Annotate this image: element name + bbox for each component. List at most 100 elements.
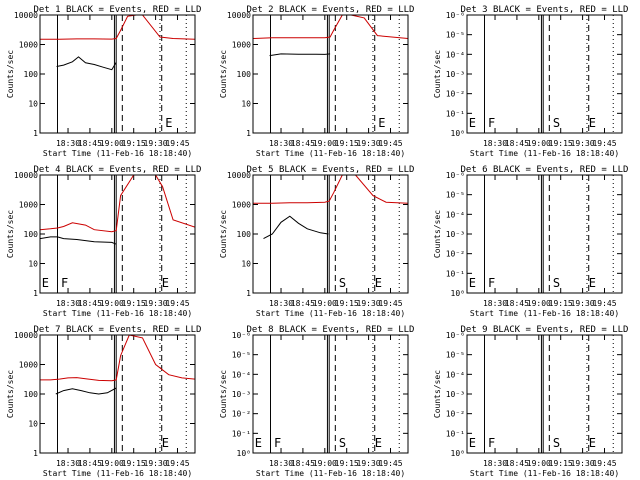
x-tick-label: 19:00 [527, 299, 551, 308]
event-letter: S [339, 436, 346, 450]
x-tick-label: 19:45 [592, 459, 616, 468]
plot-frame [466, 14, 623, 134]
x-tick-label: 19:15 [549, 459, 573, 468]
panel-det-8: Det 8 BLACK = Events, RED = LLD 10⁰ 10⁻¹ 10… [219, 325, 414, 478]
event-letter: F [274, 436, 281, 450]
x-tick-label: 19:15 [335, 299, 359, 308]
y-tick-label: 1 [246, 129, 251, 138]
event-letter: E [375, 436, 382, 450]
event-letter: E [42, 276, 49, 290]
y-tick-label: 10⁻³ [446, 390, 465, 399]
event-letter: E [375, 276, 382, 290]
y-tick-label: 10⁰ [451, 289, 465, 298]
x-tick-label: 19:15 [122, 299, 146, 308]
y-tick-label: 100 [24, 70, 39, 79]
y-tick-label: 10⁻² [446, 410, 465, 419]
y-tick-label: 10 [28, 100, 38, 109]
panel-det-5: Det 5 BLACK = Events, RED = LLD 1 10 100 100… [219, 165, 414, 318]
y-tick-label: 10⁻¹ [446, 429, 465, 438]
y-axis-label: Counts/sec [6, 210, 15, 258]
series-lld [40, 15, 195, 40]
y-tick-label: 10⁻⁴ [446, 370, 465, 379]
y-tick-label: 10⁰ [451, 129, 465, 138]
y-axis-label: Counts/sec [219, 210, 228, 258]
panel-title: Det 9 BLACK = Events, RED = LLD [461, 325, 629, 335]
y-tick-label: 10⁻³ [232, 390, 251, 399]
event-letter: E [469, 276, 476, 290]
y-tick-label: 10⁻⁶ [446, 171, 465, 180]
y-tick-label: 100 [237, 230, 252, 239]
y-tick-label: 10000 [14, 11, 38, 20]
y-axis-label: Counts/sec [6, 370, 15, 418]
x-axis-label: Start Time (11-Feb-16 18:18:40) [256, 309, 405, 318]
x-tick-label: 19:45 [592, 139, 616, 148]
x-tick-label: 19:30 [144, 459, 168, 468]
series-lld [40, 335, 195, 382]
y-tick-label: 1 [33, 289, 38, 298]
y-tick-label: 1000 [19, 361, 38, 370]
x-tick-label: 18:45 [78, 139, 102, 148]
x-tick-label: 18:30 [483, 139, 507, 148]
x-tick-label: 19:45 [165, 139, 189, 148]
x-axis-label: Start Time (11-Feb-16 18:18:40) [43, 149, 192, 158]
y-tick-label: 10 [241, 260, 251, 269]
event-letter: E [469, 116, 476, 130]
event-letter: S [339, 276, 346, 290]
y-tick-label: 10⁻⁴ [446, 50, 465, 59]
event-letter: E [589, 116, 596, 130]
x-tick-label: 18:45 [505, 299, 529, 308]
y-tick-label: 10⁰ [451, 449, 465, 458]
x-tick-label: 19:15 [122, 459, 146, 468]
y-tick-label: 10⁻¹ [446, 109, 465, 118]
x-tick-label: 19:30 [144, 299, 168, 308]
y-tick-label: 10⁻⁶ [446, 331, 465, 340]
y-tick-label: 100 [24, 390, 39, 399]
y-axis-label: Counts/sec [433, 50, 442, 98]
plot-frame [252, 334, 409, 454]
event-letter: E [162, 436, 169, 450]
series-lld [253, 175, 408, 204]
event-letter: E [378, 116, 385, 130]
y-axis-label: Counts/sec [433, 370, 442, 418]
y-tick-label: 10⁻⁶ [446, 11, 465, 20]
x-tick-label: 18:30 [483, 299, 507, 308]
x-tick-label: 19:45 [592, 299, 616, 308]
y-tick-label: 10⁻³ [446, 70, 465, 79]
x-tick-label: 19:30 [571, 139, 595, 148]
x-tick-label: 18:30 [56, 299, 80, 308]
panel-title: Det 6 BLACK = Events, RED = LLD [461, 165, 629, 175]
x-tick-label: 19:30 [357, 459, 381, 468]
panel-title: Det 5 BLACK = Events, RED = LLD [247, 165, 415, 175]
y-tick-label: 1000 [19, 201, 38, 210]
x-tick-label: 19:00 [527, 459, 551, 468]
y-tick-label: 1000 [232, 41, 251, 50]
y-tick-label: 10⁻⁵ [446, 351, 465, 360]
y-tick-label: 1 [33, 129, 38, 138]
x-tick-label: 19:00 [313, 299, 337, 308]
x-axis-label: Start Time (11-Feb-16 18:18:40) [43, 309, 192, 318]
x-axis-label: Start Time (11-Feb-16 18:18:40) [43, 469, 192, 478]
x-tick-label: 19:00 [100, 139, 124, 148]
y-tick-label: 10 [28, 420, 38, 429]
panel-title: Det 4 BLACK = Events, RED = LLD [34, 165, 202, 175]
y-tick-label: 10 [28, 260, 38, 269]
x-tick-label: 18:45 [78, 299, 102, 308]
plot-frame [252, 14, 409, 134]
panel-det-7: Det 7 BLACK = Events, RED = LLD 1 10 100 100… [6, 325, 201, 478]
panel-det-2: Det 2 BLACK = Events, RED = LLD 1 10 100 100… [219, 5, 414, 158]
plot-frame [466, 334, 623, 454]
panel-det-3: Det 3 BLACK = Events, RED = LLD 10⁰ 10⁻¹ 10… [433, 5, 628, 158]
y-tick-label: 10⁻¹ [446, 269, 465, 278]
x-tick-label: 19:45 [378, 459, 402, 468]
plot-frame [39, 334, 196, 454]
series-events [40, 236, 117, 245]
x-tick-label: 19:15 [335, 139, 359, 148]
event-letter: E [162, 276, 169, 290]
plot-frame [39, 174, 196, 294]
x-tick-label: 18:45 [291, 299, 315, 308]
x-tick-label: 19:15 [335, 459, 359, 468]
x-axis-label: Start Time (11-Feb-16 18:18:40) [256, 469, 405, 478]
series-events [263, 215, 329, 240]
y-tick-label: 10⁻² [446, 250, 465, 259]
x-tick-label: 18:30 [269, 139, 293, 148]
